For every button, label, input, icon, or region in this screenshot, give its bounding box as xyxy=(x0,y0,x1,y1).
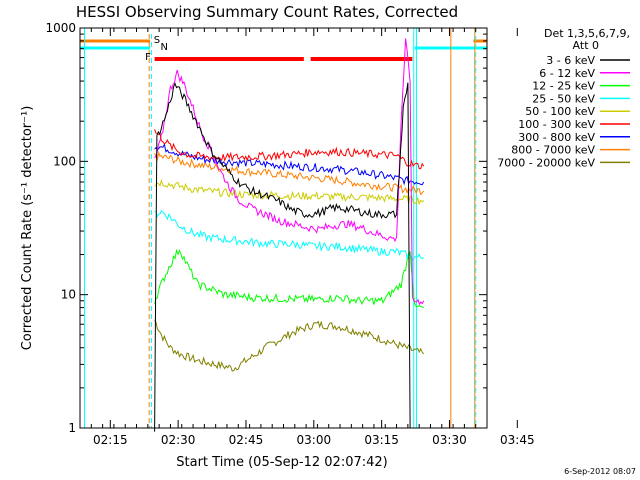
series-group xyxy=(154,38,425,432)
legend-header-2: Att 0 xyxy=(573,39,599,52)
x-tick-label: 03:30 xyxy=(432,433,467,447)
y-tick-label: 1 xyxy=(68,421,76,435)
x-tick-label: 02:45 xyxy=(229,433,264,447)
flag-label-s: S xyxy=(154,35,160,46)
y-tick-label: 1000 xyxy=(45,21,76,35)
legend-entry-label: 7000 - 20000 keV xyxy=(497,156,595,169)
x-tick-label: 02:15 xyxy=(93,433,128,447)
legend-entry-label: 50 - 100 keV xyxy=(525,105,595,118)
x-tick-label: 03:45 xyxy=(500,433,535,447)
observing-flags: SNF xyxy=(80,28,487,428)
legend-header-1: Det 1,3,5,6,7,9, xyxy=(544,27,630,40)
legend-entry-label: 300 - 800 keV xyxy=(518,131,595,144)
x-tick-label: 03:15 xyxy=(364,433,399,447)
series-line-100-300-kev xyxy=(154,129,425,170)
x-axis-label: Start Time (05-Sep-12 02:07:42) xyxy=(176,455,387,470)
plot-frame xyxy=(79,27,488,429)
series-line-12-25-kev xyxy=(154,248,424,309)
series-line-50-100-kev xyxy=(154,178,425,206)
timestamp: 6-Sep-2012 08:07 xyxy=(564,467,636,476)
legend-entry-label: 800 - 7000 keV xyxy=(511,144,595,157)
flag-label-n: N xyxy=(160,42,167,53)
axis-ticks: 02:15 02:30 02:45 03:00 03:15 03:30 03:45 1 10 10… xyxy=(45,21,534,447)
series-line-7000-20000-kev xyxy=(154,319,425,372)
x-tick-label: 02:30 xyxy=(161,433,196,447)
x-tick-label: 03:00 xyxy=(297,433,332,447)
legend-entry-label: 6 - 12 keV xyxy=(539,67,595,80)
flag-label-f: F xyxy=(145,52,151,63)
series-line-800-7000-kev xyxy=(154,150,425,196)
chart-title: HESSI Observing Summary Count Rates, Cor… xyxy=(76,3,458,21)
y-tick-label: 100 xyxy=(53,154,76,168)
y-tick-label: 10 xyxy=(61,288,76,302)
legend-entry-label: 12 - 25 keV xyxy=(532,80,595,93)
series-line-25-50-kev xyxy=(154,209,424,261)
series-line-3-6-kev xyxy=(154,82,411,432)
series-line-6-12-kev xyxy=(154,38,425,306)
legend-entry-label: 100 - 300 keV xyxy=(518,118,595,131)
legend-entry-label: 25 - 50 keV xyxy=(532,92,595,105)
legend-entry-label: 3 - 6 keV xyxy=(546,54,595,67)
y-axis-label: Corrected Count Rate (s⁻¹ detector⁻¹) xyxy=(20,106,35,351)
series-line-300-800-kev xyxy=(154,142,425,186)
